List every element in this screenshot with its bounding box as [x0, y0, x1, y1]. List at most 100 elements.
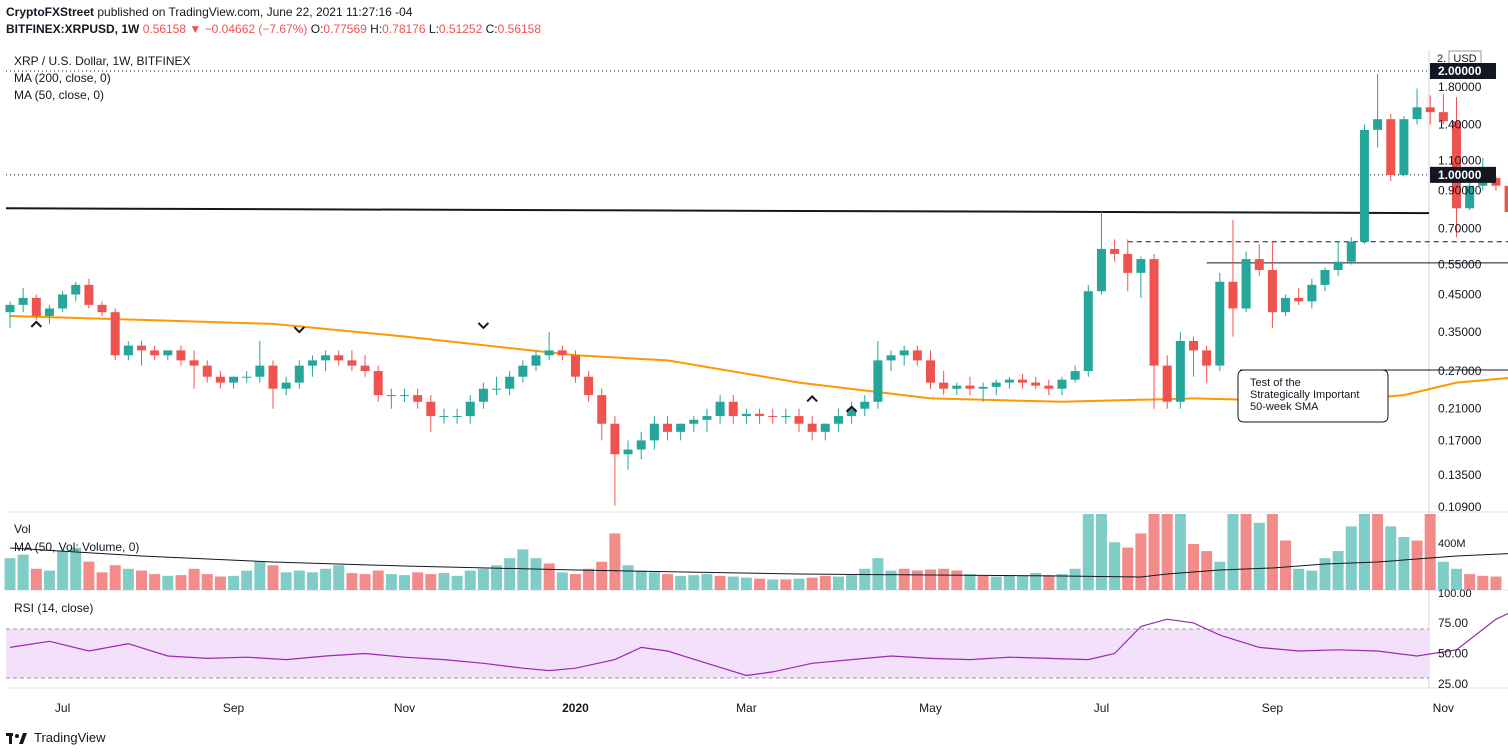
candle[interactable]: [1254, 244, 1264, 276]
candle[interactable]: [176, 345, 186, 366]
candle-body[interactable]: [268, 365, 278, 389]
candle-body[interactable]: [597, 395, 607, 424]
candle[interactable]: [965, 376, 975, 396]
candle-body[interactable]: [689, 419, 699, 424]
candle[interactable]: [1465, 180, 1475, 211]
candle-body[interactable]: [242, 376, 252, 378]
candle-body[interactable]: [360, 365, 370, 372]
candle-body[interactable]: [1386, 119, 1396, 175]
candle-body[interactable]: [137, 345, 146, 351]
candles[interactable]: [5, 74, 1508, 506]
candle[interactable]: [1096, 212, 1106, 295]
candle[interactable]: [215, 371, 225, 389]
candle[interactable]: [768, 408, 778, 424]
candle[interactable]: [1162, 355, 1172, 409]
candle[interactable]: [794, 408, 804, 432]
candle[interactable]: [1438, 93, 1448, 125]
candle[interactable]: [84, 278, 94, 309]
candle[interactable]: [150, 345, 160, 361]
candle[interactable]: [636, 431, 646, 460]
candle[interactable]: [1504, 183, 1508, 213]
candle-body[interactable]: [952, 385, 962, 389]
candle-body[interactable]: [1004, 379, 1014, 383]
candle[interactable]: [689, 416, 699, 432]
candle[interactable]: [1346, 237, 1356, 265]
candle-body[interactable]: [755, 413, 765, 417]
candle[interactable]: [400, 388, 409, 402]
candle-body[interactable]: [31, 297, 41, 316]
candle[interactable]: [847, 401, 857, 424]
legend-ma200[interactable]: MA (200, close, 0): [14, 71, 111, 85]
candle[interactable]: [1149, 253, 1159, 409]
candle[interactable]: [570, 350, 580, 383]
candle-body[interactable]: [1465, 185, 1475, 209]
candle-body[interactable]: [1149, 259, 1159, 366]
candle-body[interactable]: [1110, 248, 1120, 254]
candle[interactable]: [1044, 379, 1054, 396]
candle-body[interactable]: [294, 365, 304, 383]
candle-body[interactable]: [465, 401, 475, 417]
candle-body[interactable]: [807, 423, 817, 432]
candle-body[interactable]: [899, 350, 909, 356]
candle[interactable]: [426, 395, 436, 432]
candle[interactable]: [912, 345, 922, 366]
candle[interactable]: [886, 350, 896, 372]
candle-body[interactable]: [386, 395, 396, 397]
candle[interactable]: [715, 395, 725, 424]
candle[interactable]: [1123, 239, 1133, 292]
candle[interactable]: [58, 291, 68, 313]
candle-body[interactable]: [1123, 253, 1133, 273]
candle-body[interactable]: [1281, 297, 1291, 313]
candle-body[interactable]: [939, 382, 949, 389]
candle-body[interactable]: [833, 416, 843, 424]
candle[interactable]: [663, 416, 672, 441]
candle[interactable]: [97, 301, 107, 316]
candle[interactable]: [413, 388, 423, 409]
candle[interactable]: [255, 341, 265, 383]
candle-body[interactable]: [163, 350, 173, 356]
candle-body[interactable]: [1307, 284, 1317, 302]
candle[interactable]: [1136, 256, 1146, 298]
candle[interactable]: [44, 304, 54, 324]
candle-body[interactable]: [781, 416, 791, 418]
candle[interactable]: [1281, 294, 1291, 316]
candle[interactable]: [1320, 267, 1330, 292]
candle-body[interactable]: [215, 376, 225, 383]
candle-body[interactable]: [1175, 341, 1185, 402]
candle[interactable]: [268, 360, 278, 409]
candle[interactable]: [31, 294, 41, 320]
candle[interactable]: [360, 355, 370, 377]
candle-body[interactable]: [347, 360, 357, 366]
candle-body[interactable]: [1452, 121, 1461, 209]
candle[interactable]: [899, 345, 909, 366]
candle[interactable]: [347, 350, 357, 372]
candle[interactable]: [1202, 345, 1212, 383]
candle-body[interactable]: [741, 413, 751, 417]
candle[interactable]: [597, 388, 607, 441]
candle-body[interactable]: [1399, 119, 1409, 175]
candle-body[interactable]: [110, 312, 120, 356]
candle-body[interactable]: [847, 408, 857, 417]
candle[interactable]: [1294, 288, 1304, 305]
candle-body[interactable]: [886, 355, 896, 361]
candle-body[interactable]: [84, 284, 94, 305]
candle[interactable]: [1018, 373, 1028, 389]
candle-body[interactable]: [492, 388, 502, 390]
candle-body[interactable]: [1070, 371, 1080, 380]
candle[interactable]: [492, 376, 502, 396]
candle[interactable]: [741, 408, 751, 424]
candle[interactable]: [728, 395, 738, 424]
candle[interactable]: [307, 355, 317, 377]
candle-body[interactable]: [584, 376, 594, 396]
candle[interactable]: [1333, 241, 1343, 276]
candle-body[interactable]: [229, 376, 239, 383]
candle[interactable]: [833, 408, 843, 432]
candle-body[interactable]: [1359, 129, 1369, 242]
candle[interactable]: [873, 341, 883, 409]
legend-rsi[interactable]: RSI (14, close): [14, 601, 94, 615]
candle[interactable]: [1175, 332, 1185, 409]
candle[interactable]: [1215, 272, 1225, 372]
candle[interactable]: [1070, 365, 1080, 383]
